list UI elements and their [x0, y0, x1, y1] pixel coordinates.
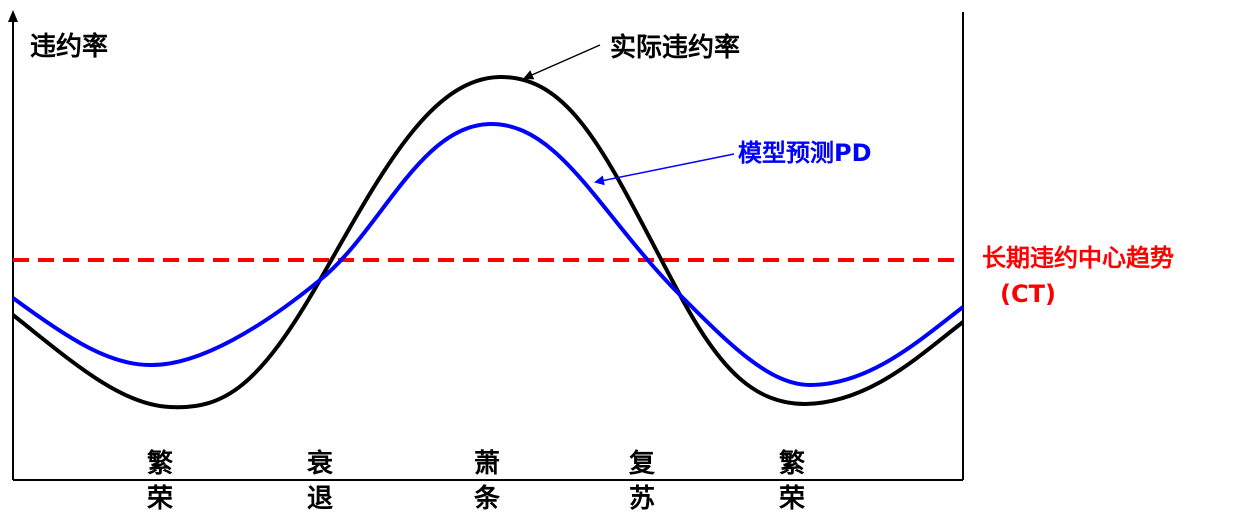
y-axis-arrow-icon [8, 10, 18, 22]
model-label-arrow [594, 153, 735, 186]
actual-label-arrow [523, 44, 601, 80]
phase-label-3-line1: 萧 [474, 449, 500, 479]
model-pd-curve [11, 121, 965, 388]
phase-label-1-line1: 繁 [147, 448, 174, 479]
phase-label-1-line2: 荣 [147, 484, 173, 514]
phase-label-4-line2: 苏 [629, 484, 655, 514]
phase-labels: 繁 荣 衰 退 萧 条 复 苏 繁 荣 [147, 448, 806, 514]
y-axis-label: 违约率 [30, 31, 108, 62]
phase-label-5-line1: 繁 [779, 448, 806, 479]
phase-label-3-line2: 条 [474, 484, 501, 514]
ct-label-line1: 长期违约中心趋势 [982, 244, 1174, 272]
actual-default-rate-label: 实际违约率 [610, 32, 740, 63]
phase-label-5-line2: 荣 [779, 484, 805, 514]
ct-label-line2: (CT) [1000, 280, 1056, 308]
phase-label-2-line1: 衰 [306, 448, 334, 479]
phase-label-2-line2: 退 [307, 484, 333, 514]
phase-label-4-line1: 复 [629, 449, 656, 479]
model-pd-label: 模型预测PD [738, 139, 872, 167]
actual-default-rate-curve [11, 74, 965, 410]
